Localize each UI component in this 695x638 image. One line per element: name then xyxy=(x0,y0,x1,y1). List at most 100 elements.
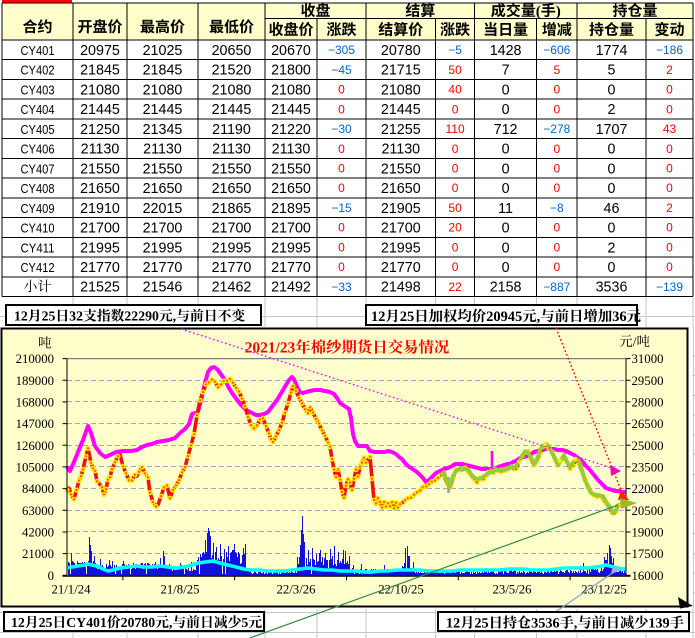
svg-text:21190: 21190 xyxy=(212,122,251,138)
svg-text:21498: 21498 xyxy=(381,280,421,296)
svg-text:0: 0 xyxy=(502,260,510,276)
svg-text:0: 0 xyxy=(608,260,616,276)
svg-text:CY411: CY411 xyxy=(21,240,55,255)
svg-text:0: 0 xyxy=(608,161,616,177)
svg-text:2: 2 xyxy=(608,102,616,118)
svg-text:21700: 21700 xyxy=(381,221,421,237)
svg-text:21715: 21715 xyxy=(381,63,421,79)
svg-text:712: 712 xyxy=(494,122,518,138)
svg-text:0: 0 xyxy=(553,83,560,97)
svg-text:21770: 21770 xyxy=(212,260,252,276)
svg-text:0: 0 xyxy=(452,102,459,116)
svg-text:21650: 21650 xyxy=(143,181,183,197)
svg-text:21550: 21550 xyxy=(381,161,421,177)
svg-text:0: 0 xyxy=(553,181,560,195)
svg-text:0: 0 xyxy=(553,260,560,274)
svg-text:21995: 21995 xyxy=(381,240,421,256)
svg-text:0: 0 xyxy=(502,240,510,256)
svg-text:CY404: CY404 xyxy=(21,102,55,117)
svg-text:−278: −278 xyxy=(543,122,570,136)
svg-text:21445: 21445 xyxy=(381,102,421,118)
svg-text:0: 0 xyxy=(338,221,345,235)
svg-text:0: 0 xyxy=(666,241,673,255)
svg-text:84000: 84000 xyxy=(22,482,54,496)
svg-text:0: 0 xyxy=(452,162,459,176)
svg-text:21445: 21445 xyxy=(80,102,120,118)
svg-text:20: 20 xyxy=(448,221,462,235)
svg-text:0: 0 xyxy=(338,241,345,255)
svg-text:20975: 20975 xyxy=(80,43,120,59)
svg-text:0: 0 xyxy=(608,221,616,237)
svg-text:2: 2 xyxy=(666,201,673,215)
svg-text:0: 0 xyxy=(553,142,560,156)
svg-text:17500: 17500 xyxy=(632,547,664,561)
svg-text:−33: −33 xyxy=(331,280,352,294)
svg-text:21445: 21445 xyxy=(143,102,183,118)
svg-text:−305: −305 xyxy=(328,43,355,57)
svg-text:1774: 1774 xyxy=(596,43,628,59)
svg-text:−5: −5 xyxy=(448,43,462,57)
svg-text:16000: 16000 xyxy=(632,569,664,583)
svg-text:21895: 21895 xyxy=(271,201,311,217)
svg-text:CY412: CY412 xyxy=(21,260,55,275)
svg-text:0: 0 xyxy=(338,102,345,116)
svg-text:−15: −15 xyxy=(331,201,352,215)
svg-text:2158: 2158 xyxy=(490,280,522,296)
svg-text:168000: 168000 xyxy=(16,395,54,409)
svg-text:50: 50 xyxy=(448,63,462,77)
svg-text:21650: 21650 xyxy=(212,181,252,197)
svg-text:21845: 21845 xyxy=(143,63,183,79)
svg-text:3536: 3536 xyxy=(596,280,628,296)
svg-text:CY410: CY410 xyxy=(21,221,55,236)
svg-text:−30: −30 xyxy=(331,122,352,136)
svg-text:21000: 21000 xyxy=(22,547,54,561)
svg-text:21995: 21995 xyxy=(271,240,311,256)
svg-text:21550: 21550 xyxy=(80,161,120,177)
svg-text:21700: 21700 xyxy=(271,221,311,237)
svg-text:21800: 21800 xyxy=(271,63,311,79)
svg-text:0: 0 xyxy=(452,181,459,195)
svg-text:21650: 21650 xyxy=(80,181,120,197)
svg-text:21700: 21700 xyxy=(143,221,183,237)
svg-text:147000: 147000 xyxy=(16,417,54,431)
svg-text:21910: 21910 xyxy=(80,201,120,217)
svg-text:22/10/25: 22/10/25 xyxy=(378,583,424,597)
svg-text:21080: 21080 xyxy=(212,82,252,98)
svg-text:21995: 21995 xyxy=(143,240,183,256)
svg-text:21700: 21700 xyxy=(212,221,252,237)
svg-text:0: 0 xyxy=(666,162,673,176)
svg-text:43: 43 xyxy=(663,122,677,136)
svg-text:−606: −606 xyxy=(543,43,570,57)
svg-text:21250: 21250 xyxy=(80,122,120,138)
svg-text:0: 0 xyxy=(452,142,459,156)
svg-text:105000: 105000 xyxy=(16,460,54,474)
svg-text:25000: 25000 xyxy=(632,439,664,453)
svg-text:21995: 21995 xyxy=(212,240,252,256)
svg-text:21445: 21445 xyxy=(212,102,252,118)
svg-text:5: 5 xyxy=(608,63,616,79)
svg-text:21770: 21770 xyxy=(80,260,120,276)
svg-text:21650: 21650 xyxy=(271,181,311,197)
svg-text:CY402: CY402 xyxy=(21,63,55,78)
svg-text:63000: 63000 xyxy=(22,504,54,518)
svg-text:21130: 21130 xyxy=(143,142,182,158)
svg-text:21462: 21462 xyxy=(212,280,252,296)
svg-text:0: 0 xyxy=(666,181,673,195)
svg-text:CY403: CY403 xyxy=(21,82,55,97)
svg-text:5: 5 xyxy=(553,63,560,77)
svg-text:−139: −139 xyxy=(656,280,683,294)
svg-text:21525: 21525 xyxy=(80,280,120,296)
svg-text:21080: 21080 xyxy=(80,82,120,98)
svg-text:21770: 21770 xyxy=(271,260,311,276)
svg-text:21770: 21770 xyxy=(143,260,183,276)
svg-text:21/8/25: 21/8/25 xyxy=(160,583,199,597)
svg-text:21770: 21770 xyxy=(381,260,421,276)
svg-text:21845: 21845 xyxy=(80,63,120,79)
svg-text:21220: 21220 xyxy=(271,122,311,138)
svg-text:CY409: CY409 xyxy=(21,201,55,216)
svg-text:21650: 21650 xyxy=(381,181,421,197)
svg-text:−45: −45 xyxy=(331,63,352,77)
svg-text:22000: 22000 xyxy=(632,482,664,496)
svg-text:2: 2 xyxy=(666,63,673,77)
svg-text:46: 46 xyxy=(604,201,620,217)
